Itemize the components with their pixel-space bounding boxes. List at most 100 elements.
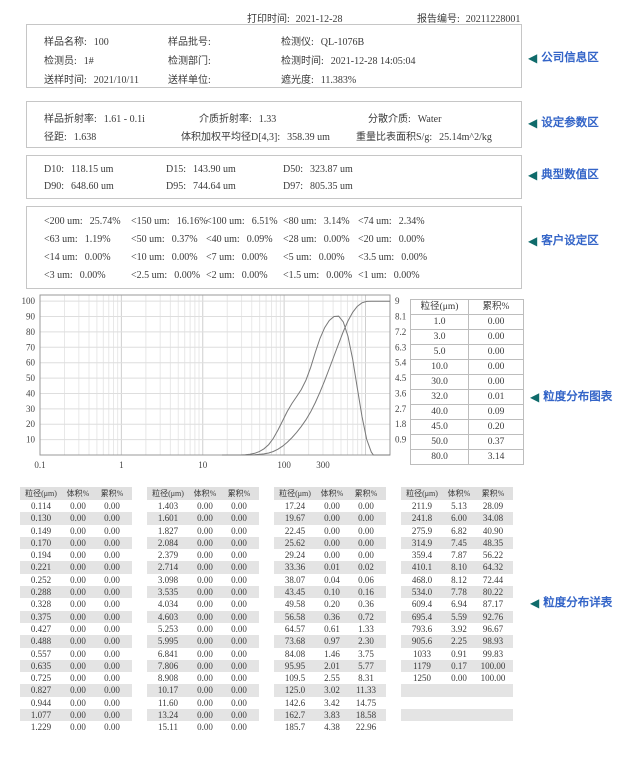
table-row: 5.995 0.00 0.00 (147, 635, 259, 648)
field-label: <20 um: (358, 234, 392, 245)
field: <100 um: 6.51% (206, 216, 278, 227)
section-arrow-icon: ◀ (528, 116, 538, 130)
field: <80 um: 3.14% (283, 216, 350, 227)
field-label: <3.5 um: (358, 252, 395, 263)
table-row: 56.58 0.36 0.72 (274, 610, 386, 623)
table-cell: 2.714 (157, 562, 179, 573)
field-value: 744.64 um (193, 181, 236, 192)
table-cell: 8.908 (157, 673, 179, 684)
table-cell: 5.77 (358, 660, 374, 671)
table-cell: 0.00 (70, 636, 86, 647)
field-label: 重量比表面积S/g: (356, 132, 433, 143)
distribution-chart: 10 20 30 40 50 60 70 80 90 100 0.9 1.8 2.7 3.6 4.5 5.4 6… (8, 289, 408, 481)
field: 送样时间: 2021/10/11 (44, 71, 139, 86)
table-cell: 0.00 (70, 513, 86, 524)
chart-svg: 10 20 30 40 50 60 70 80 90 100 0.9 1.8 2.7 3.6 4.5 5.4 6… (22, 294, 407, 470)
table-cell: 28.09 (482, 501, 504, 511)
section-label-text: 公司信息区 (541, 52, 599, 64)
table-cell: 0.00 (70, 710, 86, 721)
table-row: 0.170 0.00 0.00 (20, 536, 132, 550)
table-cell: 0.00 (104, 574, 120, 585)
field: <3.5 um: 0.00% (358, 252, 427, 263)
detail-table-group: 粒径(μm) 体积% 累积% 211.9 5.13 28.09 241.8 6.00 34.08… (401, 487, 513, 734)
axis-tick-label: 2.7 (395, 404, 407, 414)
table-cell: 0.00 (70, 537, 86, 548)
field: <14 um: 0.00% (44, 252, 111, 263)
table-cell: 5.995 (157, 636, 179, 647)
table-row: 1179 0.17 100.00 (401, 659, 513, 673)
field: 检测员: 1# (44, 52, 94, 67)
section-label-company: ◀ 公司信息区 (528, 49, 599, 65)
table-cell: 0.00 (104, 537, 120, 548)
axis-tick-label: 100 (277, 460, 291, 470)
table-cell: 1.827 (157, 525, 179, 536)
table-cell: 0.00 (468, 314, 524, 330)
table-cell: 3.098 (157, 574, 179, 585)
detail-table-header: 粒径(μm) (152, 489, 184, 498)
table-row: 0.944 0.00 0.00 (20, 697, 132, 709)
field: 检测仪: QL-1076B (281, 33, 364, 48)
axis-tick-label: 30 (26, 404, 36, 414)
detail-table-header-row: 粒径(μm) 体积% 累积% (20, 487, 132, 500)
table-row: 314.9 7.45 48.35 (401, 536, 513, 550)
table-cell: 0.00 (197, 660, 213, 671)
print-time: 打印时间: 2021-12-28 (247, 10, 342, 25)
table-row: 13.24 0.00 0.00 (147, 709, 259, 722)
table-cell: 0.00 (197, 722, 213, 733)
field-label: 分散介质: (368, 114, 411, 125)
field: <74 um: 2.34% (358, 216, 425, 227)
table-cell: 695.4 (411, 611, 433, 622)
table-cell: 0.00 (104, 513, 120, 524)
report-number-value: 20211228001 (465, 14, 521, 25)
table-cell (401, 684, 443, 696)
table-row: 2.379 0.00 0.00 (147, 549, 259, 561)
table-cell: 40.90 (482, 525, 504, 536)
table-cell: 34.08 (482, 513, 504, 524)
field: D15: 143.90 um (166, 164, 236, 175)
field-label: <7 um: (206, 252, 235, 263)
table-row: 185.7 4.38 22.96 (274, 721, 386, 733)
table-cell: 0.00 (231, 562, 247, 573)
table-cell: 8.10 (451, 562, 467, 573)
detail-table-header: 粒径(μm) (406, 489, 438, 498)
field-value: 0.00% (174, 270, 201, 281)
table-cell: 0.00 (468, 359, 524, 375)
field-value: 16.16% (176, 216, 208, 227)
axis-tick-label: 40 (26, 388, 36, 398)
table-cell: 15.11 (158, 722, 178, 733)
table-cell (401, 721, 443, 733)
table-cell: 0.16 (358, 587, 374, 598)
table-cell: 7.87 (451, 550, 467, 561)
field-label: <1 um: (358, 270, 387, 281)
field-value: 1.638 (73, 132, 97, 143)
table-cell (443, 721, 475, 733)
field: D97: 805.35 um (283, 181, 353, 192)
table-cell: 109.5 (284, 673, 306, 684)
field-label: 介质折射率: (199, 114, 252, 125)
table-row: 15.11 0.00 0.00 (147, 721, 259, 733)
table-cell: 211.9 (412, 501, 432, 511)
company-info-box: 样品名称: 100 样品批号: 检测仪: QL-1076B 检测员: 1# 检测部门: 检测时间… (26, 24, 522, 88)
table-cell: 2.084 (157, 537, 179, 548)
table-cell: 0.557 (30, 648, 52, 659)
table-cell: 96.67 (482, 623, 504, 634)
table-cell: 0.328 (30, 599, 52, 610)
field-value: 0.00% (393, 270, 420, 281)
field: <10 um: 0.00% (131, 252, 198, 263)
field-value: QL-1076B (320, 37, 365, 48)
table-cell: 0.00 (231, 623, 247, 634)
table-row: 0.288 0.00 0.00 (20, 586, 132, 599)
table-cell: 1.33 (358, 623, 374, 634)
section-label-detail: ◀ 粒度分布详表 (530, 594, 612, 610)
table-cell: 0.00 (70, 587, 86, 598)
table-cell: 0.00 (197, 550, 213, 561)
table-cell: 0.36 (324, 611, 340, 622)
table-cell: 5.253 (157, 623, 179, 634)
field: <50 um: 0.37% (131, 234, 198, 245)
table-cell: 185.7 (284, 722, 306, 733)
table-cell: 0.00 (70, 574, 86, 585)
table-row (401, 709, 513, 722)
field-value: 25.14m^2/kg (439, 132, 492, 143)
table-cell: 7.45 (451, 537, 467, 548)
field-value: 0.00% (241, 252, 268, 263)
